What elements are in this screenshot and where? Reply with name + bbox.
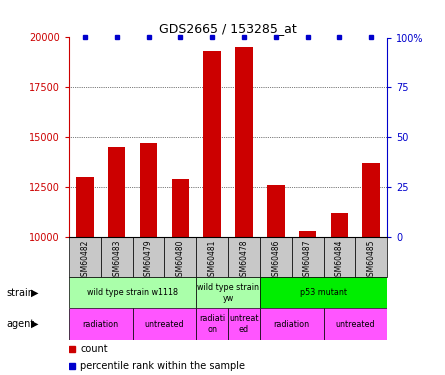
Bar [69, 277, 196, 309]
Bar [133, 309, 196, 340]
Text: radiation: radiation [83, 320, 119, 328]
Bar [292, 237, 324, 277]
Bar [133, 237, 165, 277]
Text: GSM60478: GSM60478 [239, 239, 248, 280]
Bar [101, 237, 133, 277]
Bar [228, 237, 260, 277]
Text: GSM60482: GSM60482 [81, 239, 89, 280]
Text: GSM60480: GSM60480 [176, 239, 185, 280]
Bar [76, 177, 93, 237]
Bar [235, 48, 253, 237]
Bar [69, 309, 133, 340]
Text: GSM60485: GSM60485 [367, 239, 376, 280]
Text: percentile rank within the sample: percentile rank within the sample [80, 361, 245, 370]
Bar [324, 237, 355, 277]
Bar [355, 237, 387, 277]
Text: strain: strain [7, 288, 35, 298]
Bar [196, 237, 228, 277]
Text: radiation: radiation [274, 320, 310, 328]
Bar [331, 213, 348, 237]
Bar [299, 231, 316, 237]
Bar [69, 237, 101, 277]
Text: untreat
ed: untreat ed [229, 315, 259, 334]
Text: ▶: ▶ [31, 288, 39, 298]
Text: wild type strain w1118: wild type strain w1118 [87, 288, 178, 297]
Bar [267, 185, 284, 237]
Bar [324, 309, 387, 340]
Bar [363, 163, 380, 237]
Text: agent: agent [7, 319, 35, 329]
Text: wild type strain
yw: wild type strain yw [197, 283, 259, 303]
Bar [172, 179, 189, 237]
Text: GSM60487: GSM60487 [303, 239, 312, 280]
Bar [260, 237, 292, 277]
Text: radiati
on: radiati on [199, 315, 225, 334]
Text: untreated: untreated [145, 320, 184, 328]
Text: GSM60479: GSM60479 [144, 239, 153, 281]
Text: GSM60486: GSM60486 [271, 239, 280, 280]
Text: GSM60483: GSM60483 [112, 239, 121, 280]
Bar [140, 143, 157, 237]
Text: GSM60481: GSM60481 [208, 239, 217, 280]
Bar [196, 309, 228, 340]
Bar [260, 309, 324, 340]
Title: GDS2665 / 153285_at: GDS2665 / 153285_at [159, 22, 297, 35]
Text: count: count [80, 344, 108, 354]
Bar [228, 309, 260, 340]
Bar [260, 277, 387, 309]
Text: untreated: untreated [336, 320, 375, 328]
Bar [165, 237, 196, 277]
Bar [203, 51, 221, 237]
Text: ▶: ▶ [31, 319, 39, 329]
Text: p53 mutant: p53 mutant [300, 288, 347, 297]
Text: GSM60484: GSM60484 [335, 239, 344, 280]
Bar [108, 147, 125, 237]
Bar [196, 277, 260, 309]
